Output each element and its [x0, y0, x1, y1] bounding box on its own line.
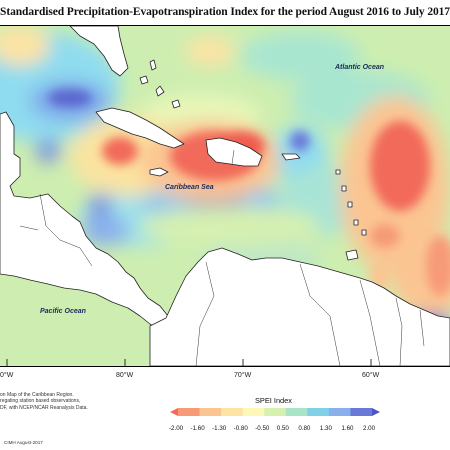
- colorbar-segment: [221, 408, 243, 416]
- land-bahamas-4: [149, 59, 157, 71]
- map-canvas: [0, 26, 450, 366]
- land-hispaniola: [205, 137, 263, 167]
- land-central-america: [0, 111, 171, 332]
- country-borders: [19, 149, 425, 366]
- legend-tick-label: -0.50: [255, 425, 270, 432]
- legend-tick-label: 1.60: [341, 425, 354, 432]
- land-bahamas-1: [139, 75, 149, 85]
- lon-ticks: [6, 359, 372, 366]
- land-trinidad: [345, 249, 359, 261]
- field-blobs: [0, 26, 450, 366]
- colorbar-segment: [242, 408, 265, 416]
- atlantic-ocean-label: Atlantic Ocean: [335, 64, 385, 71]
- caribbean-sea-label: Caribbean Sea: [165, 184, 214, 191]
- legend-tick-label: 2.00: [363, 425, 376, 432]
- land-antilles-3: [347, 201, 353, 208]
- land-florida: [69, 26, 129, 77]
- land-antilles-2: [341, 185, 347, 192]
- land-jamaica: [149, 167, 169, 177]
- land-puerto-rico: [281, 153, 301, 161]
- land-bahamas-3: [171, 99, 181, 109]
- lon-label-60: 60°W: [362, 372, 380, 379]
- credit-line: on Map of the Caribbean Region.: [0, 392, 74, 398]
- legend-title: SPEI Index: [255, 396, 292, 405]
- legend-tick-label: 0.80: [298, 425, 311, 432]
- land-antilles-4: [353, 219, 359, 226]
- colorbar-segment: [199, 408, 222, 416]
- spei-map: Atlantic Ocean Caribbean Sea Pacific Oce…: [0, 25, 450, 367]
- lon-label-0: 0°W: [0, 372, 14, 379]
- credits: on Map of the Caribbean Region. regating…: [0, 392, 88, 411]
- colorbar-segment: [328, 408, 351, 416]
- legend-tick-label: -0.80: [233, 425, 248, 432]
- legend-tick-label: -2.00: [169, 425, 184, 432]
- lon-label-80: 80°W: [116, 372, 134, 379]
- colorbar-segment: [307, 408, 330, 416]
- land-antilles-5: [361, 229, 367, 236]
- colorbar-segment: [264, 408, 287, 416]
- credit-line: DF, with NCEP/NCAR Reanalysis Data.: [0, 404, 88, 411]
- land: [0, 26, 450, 366]
- legend-tick-label: 1.30: [319, 425, 332, 432]
- colorbar-cap-low: [170, 408, 178, 416]
- lon-label-70: 70°W: [234, 372, 252, 379]
- credit-line: regating station based observations,: [0, 398, 81, 405]
- spei-field: [0, 26, 450, 366]
- land-antilles-1: [335, 169, 341, 175]
- legend-tick-label: -1.30: [212, 425, 227, 432]
- land-bahamas-2: [155, 85, 165, 97]
- colorbar-segment: [285, 408, 308, 416]
- legend-tick-label: 0.50: [276, 425, 289, 432]
- legend-colorbar: [170, 405, 380, 426]
- pacific-ocean-label: Pacific Ocean: [40, 308, 86, 315]
- colorbar-svg: [170, 408, 380, 416]
- colorbar-segment: [350, 408, 373, 416]
- land-south-america: [149, 247, 450, 366]
- land-cuba: [95, 107, 185, 149]
- colorbar-cap-high: [372, 408, 380, 416]
- colorbar-segment: [178, 408, 200, 416]
- map-title: Standardised Precipitation-Evapotranspir…: [0, 6, 450, 18]
- copyright: CIMH August-2017: [4, 440, 43, 445]
- legend-tick-label: -1.60: [190, 425, 205, 432]
